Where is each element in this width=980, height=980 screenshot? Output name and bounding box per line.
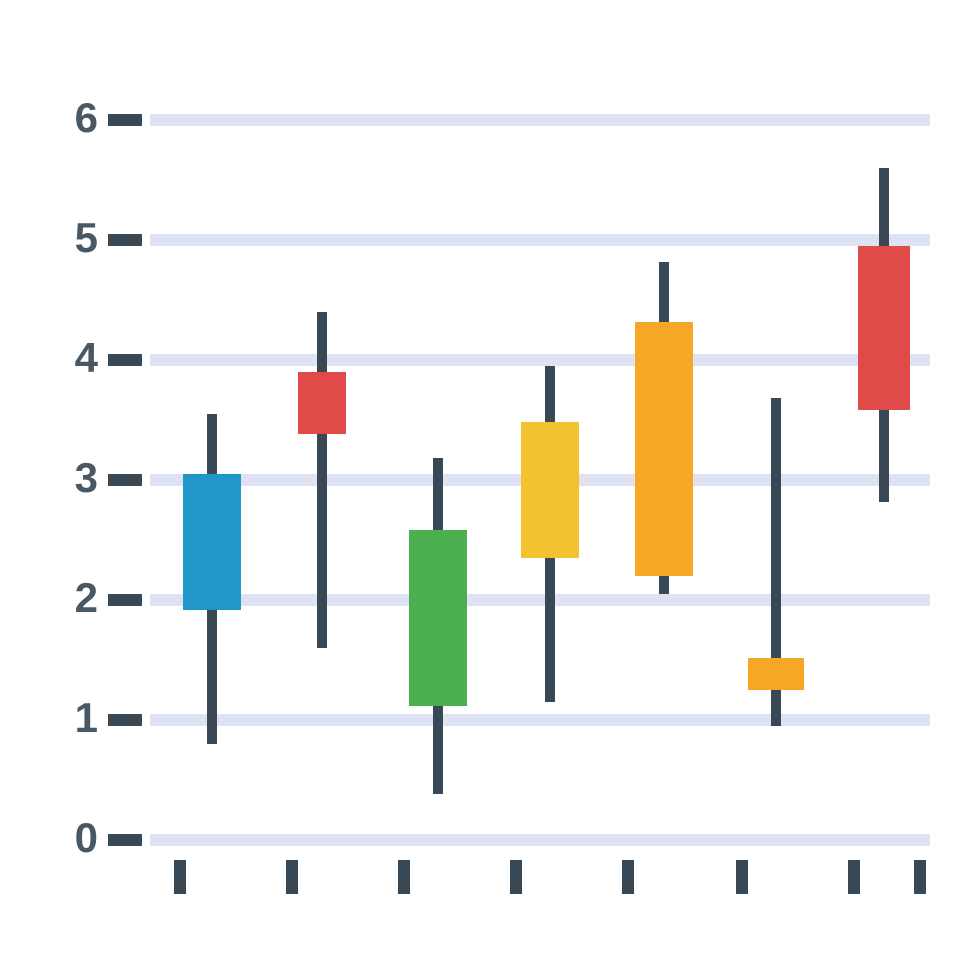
y-axis-tick — [108, 594, 142, 606]
candle-body — [409, 530, 467, 705]
x-axis-tick — [510, 860, 522, 894]
x-axis-tick — [914, 860, 926, 894]
x-axis-tick — [174, 860, 186, 894]
candle-body — [183, 474, 241, 610]
x-axis-tick — [398, 860, 410, 894]
y-axis-label: 0 — [58, 814, 98, 862]
candle-body — [748, 658, 804, 690]
gridline — [150, 354, 930, 366]
y-axis-label: 1 — [58, 694, 98, 742]
gridline — [150, 714, 930, 726]
x-axis-tick — [848, 860, 860, 894]
y-axis-tick — [108, 234, 142, 246]
x-axis-tick — [286, 860, 298, 894]
candle-body — [298, 372, 346, 434]
y-axis-label: 4 — [58, 334, 98, 382]
gridline — [150, 594, 930, 606]
gridline — [150, 114, 930, 126]
y-axis-tick — [108, 714, 142, 726]
candlestick-chart: 0 1 2 3 4 5 6 — [0, 0, 980, 980]
y-axis-label: 5 — [58, 214, 98, 262]
candle-wick — [317, 312, 327, 648]
y-axis-tick — [108, 354, 142, 366]
candle-body — [858, 246, 910, 410]
y-axis-label: 6 — [58, 94, 98, 142]
candle-body — [521, 422, 579, 558]
gridline — [150, 834, 930, 846]
y-axis-tick — [108, 834, 142, 846]
y-axis-tick — [108, 474, 142, 486]
y-axis-label: 2 — [58, 574, 98, 622]
x-axis-tick — [736, 860, 748, 894]
x-axis-tick — [622, 860, 634, 894]
y-axis-tick — [108, 114, 142, 126]
candle-body — [635, 322, 693, 576]
y-axis-label: 3 — [58, 454, 98, 502]
gridline — [150, 234, 930, 246]
